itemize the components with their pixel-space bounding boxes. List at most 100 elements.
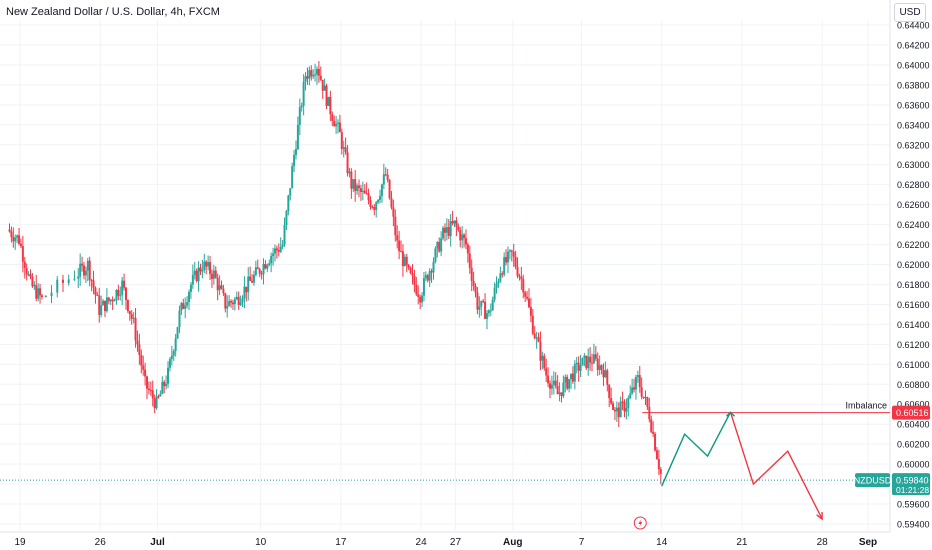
candle-body <box>650 419 653 432</box>
candle-body <box>457 226 460 231</box>
candle-body <box>466 244 469 254</box>
candle-body <box>100 305 103 315</box>
countdown-label: 01:21:28 <box>896 485 929 495</box>
candle-body <box>161 381 164 394</box>
candle-body <box>205 261 208 267</box>
candle-body <box>440 238 443 252</box>
candle-body <box>568 379 571 389</box>
candle-body <box>443 227 446 233</box>
candle-body <box>132 317 135 319</box>
candle-body <box>226 306 229 309</box>
candle-body <box>172 350 175 356</box>
candle-body <box>371 206 374 208</box>
candle-body <box>29 274 32 277</box>
candle-body <box>23 261 26 269</box>
candle-body <box>19 243 22 247</box>
candle-body <box>31 276 34 287</box>
candle-body <box>390 198 393 208</box>
candle-body <box>625 408 628 412</box>
candle-body <box>224 293 227 309</box>
candle-body <box>434 248 437 262</box>
candle-body <box>266 265 269 269</box>
candle-body <box>350 171 353 189</box>
currency-button[interactable]: USD <box>894 3 926 22</box>
price-tick-label: 0.62200 <box>897 240 930 250</box>
candle-body <box>195 270 198 282</box>
candle-body <box>419 296 422 303</box>
candle-body <box>298 107 301 125</box>
candle-body <box>73 278 76 280</box>
candle-body <box>529 307 532 316</box>
candle-body <box>247 276 250 293</box>
candle-body <box>415 284 418 295</box>
price-tick-label: 0.61400 <box>897 320 930 330</box>
projection-down-leg <box>729 412 823 520</box>
price-tick-label: 0.59600 <box>897 500 930 510</box>
candle-body <box>218 285 221 291</box>
candle-body <box>12 237 15 242</box>
candle-body <box>184 305 187 309</box>
candle-body <box>163 381 166 387</box>
candle-body <box>594 354 597 359</box>
date-tick-label: Aug <box>503 537 522 548</box>
peak-arrow-head <box>725 411 735 417</box>
candle-body <box>638 375 641 388</box>
candle-body <box>365 193 368 195</box>
candle-body <box>256 267 259 270</box>
candle-body <box>401 251 404 266</box>
candle-body <box>302 81 305 106</box>
candle-body <box>474 286 477 293</box>
candle-body <box>520 276 523 280</box>
candle-body <box>604 370 607 378</box>
candle-body <box>84 270 87 276</box>
candle-body <box>180 303 183 311</box>
candle-body <box>495 283 498 288</box>
candle-body <box>531 315 534 334</box>
candle-body <box>16 235 19 238</box>
price-tick-label: 0.60600 <box>897 400 930 410</box>
imbalance-price-label: 0.60516 <box>896 408 929 418</box>
candle-body <box>254 267 257 275</box>
current-price-box <box>892 473 930 496</box>
candle-body <box>363 190 366 194</box>
price-tick-label: 0.61800 <box>897 280 930 290</box>
candle-body <box>136 340 139 345</box>
candle-body <box>394 216 397 236</box>
candle-body <box>338 122 341 133</box>
candle-body <box>88 260 91 280</box>
candle-body <box>245 286 248 293</box>
candle-body <box>35 285 38 299</box>
candle-body <box>493 287 496 300</box>
candle-body <box>289 188 292 196</box>
candle-body <box>228 300 231 307</box>
candle-body <box>627 398 630 409</box>
candle-body <box>445 227 448 233</box>
candle-body <box>142 365 145 370</box>
price-tick-label: 0.62600 <box>897 200 930 210</box>
candle-body <box>329 96 332 115</box>
candle-body <box>354 179 357 191</box>
candle-body <box>577 362 580 371</box>
candle-body <box>550 384 553 389</box>
candle-body <box>115 289 118 301</box>
candle-body <box>216 277 219 291</box>
candle-body <box>174 338 177 351</box>
candle-body <box>478 306 481 310</box>
candle-body <box>260 273 263 275</box>
candle-body <box>657 459 660 470</box>
candle-body <box>606 370 609 385</box>
candle-body <box>514 256 517 267</box>
candle-body <box>377 199 380 203</box>
candle-body <box>130 314 133 319</box>
candle-body <box>640 387 643 397</box>
candle-body <box>409 267 412 274</box>
candle-body <box>621 401 624 403</box>
candle-body <box>468 253 471 268</box>
candle-body <box>348 171 351 174</box>
candle-body <box>587 356 590 369</box>
candle-body <box>243 286 246 299</box>
candle-body <box>579 365 582 371</box>
candle-body <box>77 276 80 279</box>
candle-body <box>56 279 59 293</box>
